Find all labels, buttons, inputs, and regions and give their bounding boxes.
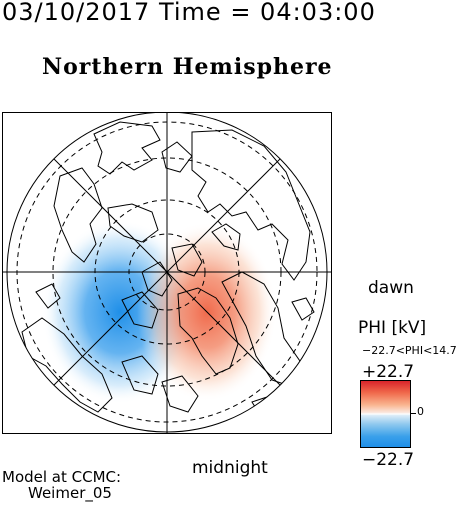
map-title: Northern Hemisphere (42, 54, 333, 80)
dawn-label: dawn (368, 278, 414, 298)
colorbar-range: −22.7<PHI<14.7 (362, 344, 457, 357)
model-credit-line1: Model at CCMC: (2, 468, 122, 486)
midnight-label: midnight (192, 458, 268, 478)
colorbar-min-label: −22.7 (362, 450, 415, 470)
colorbar-zero-tick (411, 413, 416, 414)
model-credit-line2: Weimer_05 (28, 484, 112, 502)
colorbar-zero-label: 0 (417, 405, 424, 418)
colorbar-title: PHI [kV] (358, 318, 427, 338)
polar-map (2, 112, 332, 434)
datetime-header: 03/10/2017 Time = 04:03:00 (2, 0, 376, 26)
colorbar (360, 380, 411, 448)
colorbar-max-label: +22.7 (362, 362, 415, 382)
